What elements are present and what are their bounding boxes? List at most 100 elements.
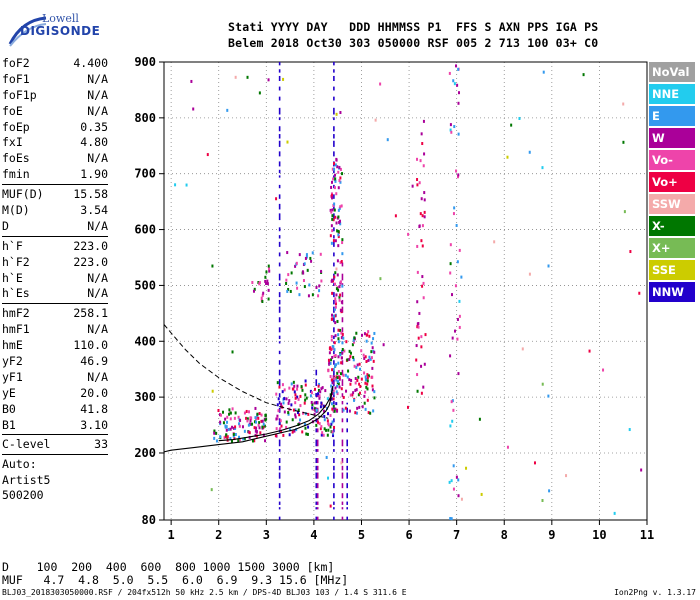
echo-point bbox=[323, 427, 326, 431]
echo-point bbox=[226, 108, 229, 112]
parameter-value: 4.80 bbox=[80, 135, 108, 150]
echo-point bbox=[290, 403, 293, 407]
echo-point bbox=[278, 422, 281, 426]
echo-point bbox=[351, 393, 354, 397]
echo-point bbox=[340, 356, 343, 360]
echo-point bbox=[421, 214, 424, 218]
echo-point bbox=[341, 351, 344, 355]
echo-point bbox=[332, 397, 335, 401]
echo-point bbox=[286, 140, 289, 144]
echo-point bbox=[457, 372, 460, 376]
x-tick-label: 4 bbox=[310, 528, 317, 542]
echo-point bbox=[333, 307, 336, 311]
echo-point bbox=[364, 390, 367, 394]
echo-point bbox=[233, 437, 236, 441]
autoscaling-info: Auto: Artist5 500200 bbox=[2, 457, 108, 504]
parameter-row: h`Es N/A bbox=[2, 286, 108, 302]
echo-point bbox=[341, 284, 344, 288]
echo-point bbox=[336, 371, 339, 375]
echo-point bbox=[334, 297, 337, 301]
echo-point bbox=[422, 281, 425, 285]
echo-point bbox=[449, 271, 452, 275]
echo-point bbox=[309, 256, 312, 260]
echo-point bbox=[458, 314, 461, 318]
echo-point bbox=[304, 379, 307, 383]
true-height-profile bbox=[163, 385, 334, 453]
echo-point bbox=[364, 375, 367, 379]
echo-point bbox=[332, 367, 335, 371]
echo-point bbox=[331, 193, 334, 197]
echo-point bbox=[422, 164, 425, 168]
echo-point bbox=[337, 382, 340, 386]
echo-point bbox=[455, 169, 458, 173]
echo-point bbox=[309, 389, 312, 393]
echo-point bbox=[190, 79, 193, 83]
echo-point bbox=[337, 328, 340, 332]
echo-point bbox=[449, 354, 452, 358]
echo-point bbox=[360, 377, 363, 381]
echo-point bbox=[455, 64, 458, 68]
echo-point bbox=[299, 418, 302, 422]
echo-point bbox=[422, 385, 425, 389]
parameter-name: MUF(D) bbox=[2, 187, 44, 202]
echo-point bbox=[313, 407, 316, 411]
echo-point bbox=[333, 376, 336, 380]
echo-point bbox=[299, 394, 302, 398]
echo-point bbox=[254, 406, 257, 410]
echo-point bbox=[622, 102, 625, 106]
parameter-value: N/A bbox=[87, 369, 108, 384]
parameter-value: N/A bbox=[87, 71, 108, 86]
echo-point bbox=[307, 425, 310, 429]
echo-point bbox=[337, 229, 340, 233]
echo-point bbox=[346, 375, 349, 379]
echo-point bbox=[336, 229, 339, 233]
parameter-name: foE bbox=[2, 103, 23, 118]
parameter-value: N/A bbox=[87, 270, 108, 285]
echo-point bbox=[366, 376, 369, 380]
parameter-row: foEs N/A bbox=[2, 151, 108, 167]
echo-point bbox=[333, 341, 336, 345]
echo-point bbox=[336, 409, 339, 413]
echo-point bbox=[352, 358, 355, 362]
echo-point bbox=[314, 408, 317, 412]
echo-point bbox=[339, 205, 342, 209]
echo-point bbox=[360, 349, 363, 353]
echo-point bbox=[352, 338, 355, 342]
echo-point bbox=[219, 435, 222, 439]
echo-point bbox=[455, 224, 458, 228]
echo-point bbox=[457, 67, 460, 71]
echo-point bbox=[282, 433, 285, 437]
logo-line-1: Lowell bbox=[42, 12, 79, 25]
echo-point bbox=[340, 300, 343, 304]
echo-point bbox=[258, 281, 261, 285]
echo-point bbox=[332, 239, 335, 243]
echo-point bbox=[334, 239, 337, 243]
echo-point bbox=[234, 75, 237, 79]
parameter-name: hmF1 bbox=[2, 322, 30, 337]
echo-point bbox=[336, 319, 339, 323]
echo-point bbox=[274, 434, 277, 438]
echo-point bbox=[528, 150, 531, 154]
echo-point bbox=[456, 337, 459, 341]
echo-point bbox=[304, 383, 307, 387]
echo-point bbox=[251, 422, 254, 426]
echo-point bbox=[334, 300, 337, 304]
echo-point bbox=[480, 492, 483, 496]
echo-point bbox=[453, 206, 456, 210]
echo-point bbox=[253, 426, 256, 430]
parameter-name: h`Es bbox=[2, 286, 30, 301]
echo-point bbox=[379, 277, 382, 281]
echo-point bbox=[317, 388, 320, 392]
y-tick-label: 80 bbox=[142, 513, 156, 527]
echo-point bbox=[424, 333, 427, 337]
echo-point bbox=[370, 350, 373, 354]
echo-point bbox=[421, 284, 424, 288]
echo-point bbox=[448, 71, 451, 75]
y-tick-label: 200 bbox=[134, 446, 156, 460]
echo-point bbox=[226, 435, 229, 439]
echo-point bbox=[291, 430, 294, 434]
echo-point bbox=[349, 393, 352, 397]
echo-point bbox=[327, 358, 330, 362]
parameter-value: N/A bbox=[87, 87, 108, 102]
echo-point bbox=[417, 336, 420, 340]
